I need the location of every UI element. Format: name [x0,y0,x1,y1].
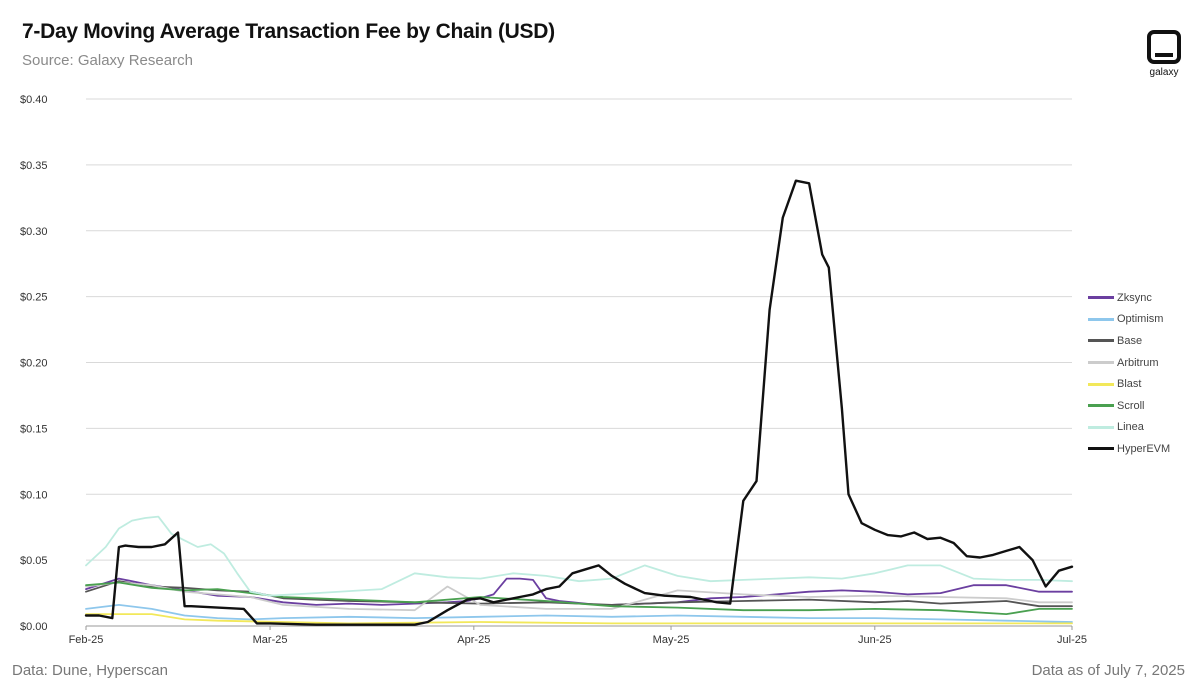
series-line-arbitrum [85,581,1073,612]
legend-swatch [1088,296,1114,300]
legend-label: Linea [1117,421,1144,434]
series-line-optimism [85,604,1073,623]
legend-label: Blast [1117,378,1142,391]
chart-title: 7-Day Moving Average Transaction Fee by … [22,20,555,43]
legend-label: Zksync [1117,291,1152,304]
legend-swatch [1088,361,1114,365]
y-tick-label: $0.05 [20,555,48,567]
data-source-note: Data: Dune, Hyperscan [12,662,168,679]
legend-label: HyperEVM [1117,442,1171,455]
y-tick-label: $0.40 [20,94,48,106]
legend-label: Optimism [1117,313,1164,326]
legend-label: Scroll [1117,399,1145,412]
y-tick-label: $0.35 [20,160,48,172]
y-tick-label: $0.10 [20,489,48,501]
series-line-hyperevm [84,179,1074,626]
y-tick-label: $0.20 [20,358,48,370]
chart-subtitle: Source: Galaxy Research [22,52,193,69]
legend-item-optimism: Optimism [1088,309,1170,331]
series-line-blast [85,613,1073,625]
legend-swatch [1088,425,1114,429]
legend-swatch [1088,339,1114,343]
y-tick-label: $0.25 [20,292,48,304]
legend-item-arbitrum: Arbitrum [1088,352,1170,374]
series-line-linea [85,515,1073,597]
legend-item-hyperevm: HyperEVM [1088,438,1170,460]
x-tick-label: Feb-25 [69,634,104,646]
galaxy-logo: galaxy [1142,30,1186,78]
legend-item-linea: Linea [1088,417,1170,439]
legend-swatch [1088,404,1114,408]
y-tick-label: $0.00 [20,621,48,633]
galaxy-logo-text: galaxy [1149,67,1179,78]
legend-item-zksync: Zksync [1088,287,1170,309]
chart-legend: Zksync Optimism Base Arbitrum Blast Scroll Lin… [1088,287,1170,460]
legend-swatch [1088,382,1114,386]
legend-item-scroll: Scroll [1088,395,1170,417]
legend-label: Arbitrum [1117,356,1159,369]
legend-item-blast: Blast [1088,373,1170,395]
legend-label: Base [1117,334,1143,347]
legend-swatch [1088,317,1114,321]
x-tick-label: Apr-25 [457,634,490,646]
x-tick-label: Jul-25 [1057,634,1087,646]
data-date-note: Data as of July 7, 2025 [1031,662,1185,679]
y-tick-label: $0.15 [20,423,48,435]
legend-item-base: Base [1088,330,1170,352]
x-tick-label: Mar-25 [253,634,288,646]
series-line-zksync [85,577,1073,606]
y-tick-label: $0.30 [20,226,48,238]
legend-swatch [1088,447,1114,451]
galaxy-logo-icon [1147,30,1181,64]
x-tick-label: Jun-25 [858,634,892,646]
x-tick-label: May-25 [653,634,690,646]
